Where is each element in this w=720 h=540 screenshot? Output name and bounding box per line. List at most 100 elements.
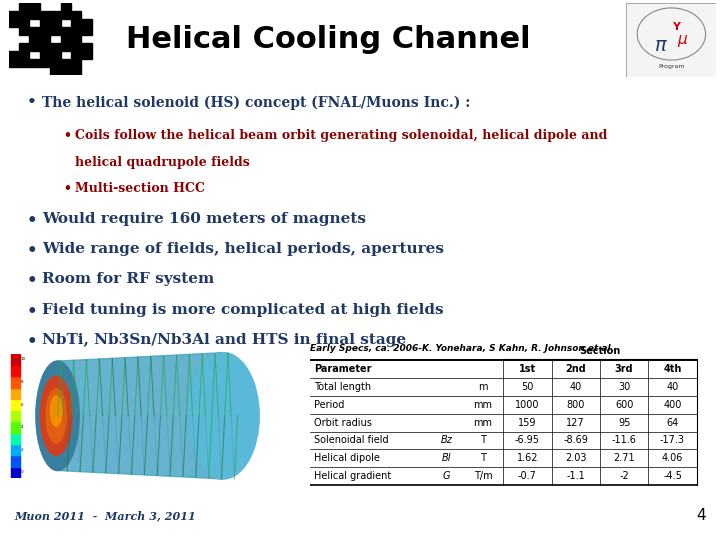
- Ellipse shape: [40, 376, 72, 455]
- Polygon shape: [36, 353, 223, 479]
- Text: 6: 6: [21, 402, 23, 407]
- Text: 30: 30: [618, 382, 630, 392]
- Bar: [60, 35, 71, 43]
- Text: 4: 4: [696, 508, 706, 523]
- Bar: [81, 51, 92, 58]
- Bar: [30, 26, 40, 35]
- Bar: [19, 3, 30, 11]
- Text: 2.03: 2.03: [565, 453, 587, 463]
- Bar: [71, 35, 81, 43]
- Ellipse shape: [187, 353, 259, 479]
- Text: Y: Y: [672, 22, 680, 31]
- Bar: [50, 58, 60, 66]
- Text: Program: Program: [658, 64, 685, 69]
- Text: 1st: 1st: [519, 364, 536, 374]
- Bar: [19, 51, 30, 58]
- Text: Bl: Bl: [442, 453, 451, 463]
- Text: 4.06: 4.06: [662, 453, 683, 463]
- Bar: [81, 43, 92, 51]
- Text: -8.69: -8.69: [563, 435, 588, 445]
- Ellipse shape: [46, 388, 66, 443]
- Text: 127: 127: [567, 417, 585, 428]
- Text: $\mu$: $\mu$: [677, 33, 688, 50]
- Text: 50: 50: [521, 382, 534, 392]
- Text: •: •: [27, 95, 37, 109]
- Bar: [11, 455, 20, 467]
- Text: helical quadrupole fields: helical quadrupole fields: [75, 156, 250, 168]
- Bar: [81, 19, 92, 26]
- Text: •: •: [27, 273, 37, 289]
- Bar: [19, 26, 30, 35]
- Text: 159: 159: [518, 417, 536, 428]
- Text: 10: 10: [21, 357, 26, 361]
- Text: Helical dipole: Helical dipole: [314, 453, 379, 463]
- Text: Period: Period: [314, 400, 344, 410]
- Text: 3rd: 3rd: [615, 364, 634, 374]
- Text: 64: 64: [666, 417, 679, 428]
- Text: -11.6: -11.6: [612, 435, 636, 445]
- Bar: [30, 11, 40, 19]
- Text: Room for RF system: Room for RF system: [42, 273, 215, 287]
- Text: NbTi, Nb3Sn/Nb3Al and HTS in final stage: NbTi, Nb3Sn/Nb3Al and HTS in final stage: [42, 333, 406, 347]
- Text: 1.62: 1.62: [516, 453, 538, 463]
- Bar: [60, 3, 71, 11]
- Text: Helical gradient: Helical gradient: [314, 471, 391, 481]
- Bar: [71, 66, 81, 75]
- Bar: [71, 58, 81, 66]
- Bar: [30, 35, 40, 43]
- Text: -2: -2: [619, 471, 629, 481]
- Text: •: •: [27, 212, 37, 229]
- Text: mm: mm: [474, 417, 492, 428]
- Text: T: T: [480, 453, 486, 463]
- Bar: [11, 410, 20, 421]
- Bar: [71, 51, 81, 58]
- Bar: [60, 66, 71, 75]
- Bar: [40, 11, 50, 19]
- Bar: [50, 43, 60, 51]
- Bar: [9, 51, 19, 58]
- Text: -4.5: -4.5: [663, 471, 682, 481]
- Text: 400: 400: [663, 400, 682, 410]
- Text: Field tuning is more complicated at high fields: Field tuning is more complicated at high…: [42, 303, 444, 316]
- Text: Section: Section: [580, 346, 621, 356]
- Text: 1000: 1000: [515, 400, 539, 410]
- Bar: [40, 43, 50, 51]
- Text: 2nd: 2nd: [565, 364, 586, 374]
- Text: G: G: [443, 471, 451, 481]
- Bar: [40, 58, 50, 66]
- Bar: [11, 376, 20, 388]
- Bar: [30, 58, 40, 66]
- Bar: [71, 19, 81, 26]
- Bar: [50, 11, 60, 19]
- Bar: [19, 58, 30, 66]
- Text: •: •: [27, 303, 37, 320]
- Text: Parameter: Parameter: [314, 364, 371, 374]
- Bar: [40, 26, 50, 35]
- Text: m: m: [478, 382, 487, 392]
- Text: Bz: Bz: [441, 435, 453, 445]
- Bar: [11, 388, 20, 399]
- Text: Orbit radius: Orbit radius: [314, 417, 372, 428]
- Bar: [11, 433, 20, 444]
- Text: 4: 4: [21, 425, 23, 429]
- Text: 2: 2: [21, 448, 23, 451]
- Text: Helical Cooling Channel: Helical Cooling Channel: [126, 25, 531, 55]
- Text: •: •: [27, 242, 37, 259]
- Text: 8: 8: [21, 380, 23, 384]
- Bar: [60, 11, 71, 19]
- Text: Coils follow the helical beam orbit generating solenoidal, helical dipole and: Coils follow the helical beam orbit gene…: [75, 130, 608, 143]
- Bar: [11, 444, 20, 455]
- Bar: [9, 11, 19, 19]
- Bar: [19, 43, 30, 51]
- Bar: [40, 51, 50, 58]
- Bar: [19, 19, 30, 26]
- Bar: [30, 3, 40, 11]
- Bar: [50, 66, 60, 75]
- Ellipse shape: [36, 361, 79, 470]
- Bar: [9, 19, 19, 26]
- Bar: [60, 58, 71, 66]
- Text: 40: 40: [570, 382, 582, 392]
- Bar: [60, 26, 71, 35]
- Bar: [81, 26, 92, 35]
- Text: 0: 0: [21, 470, 23, 474]
